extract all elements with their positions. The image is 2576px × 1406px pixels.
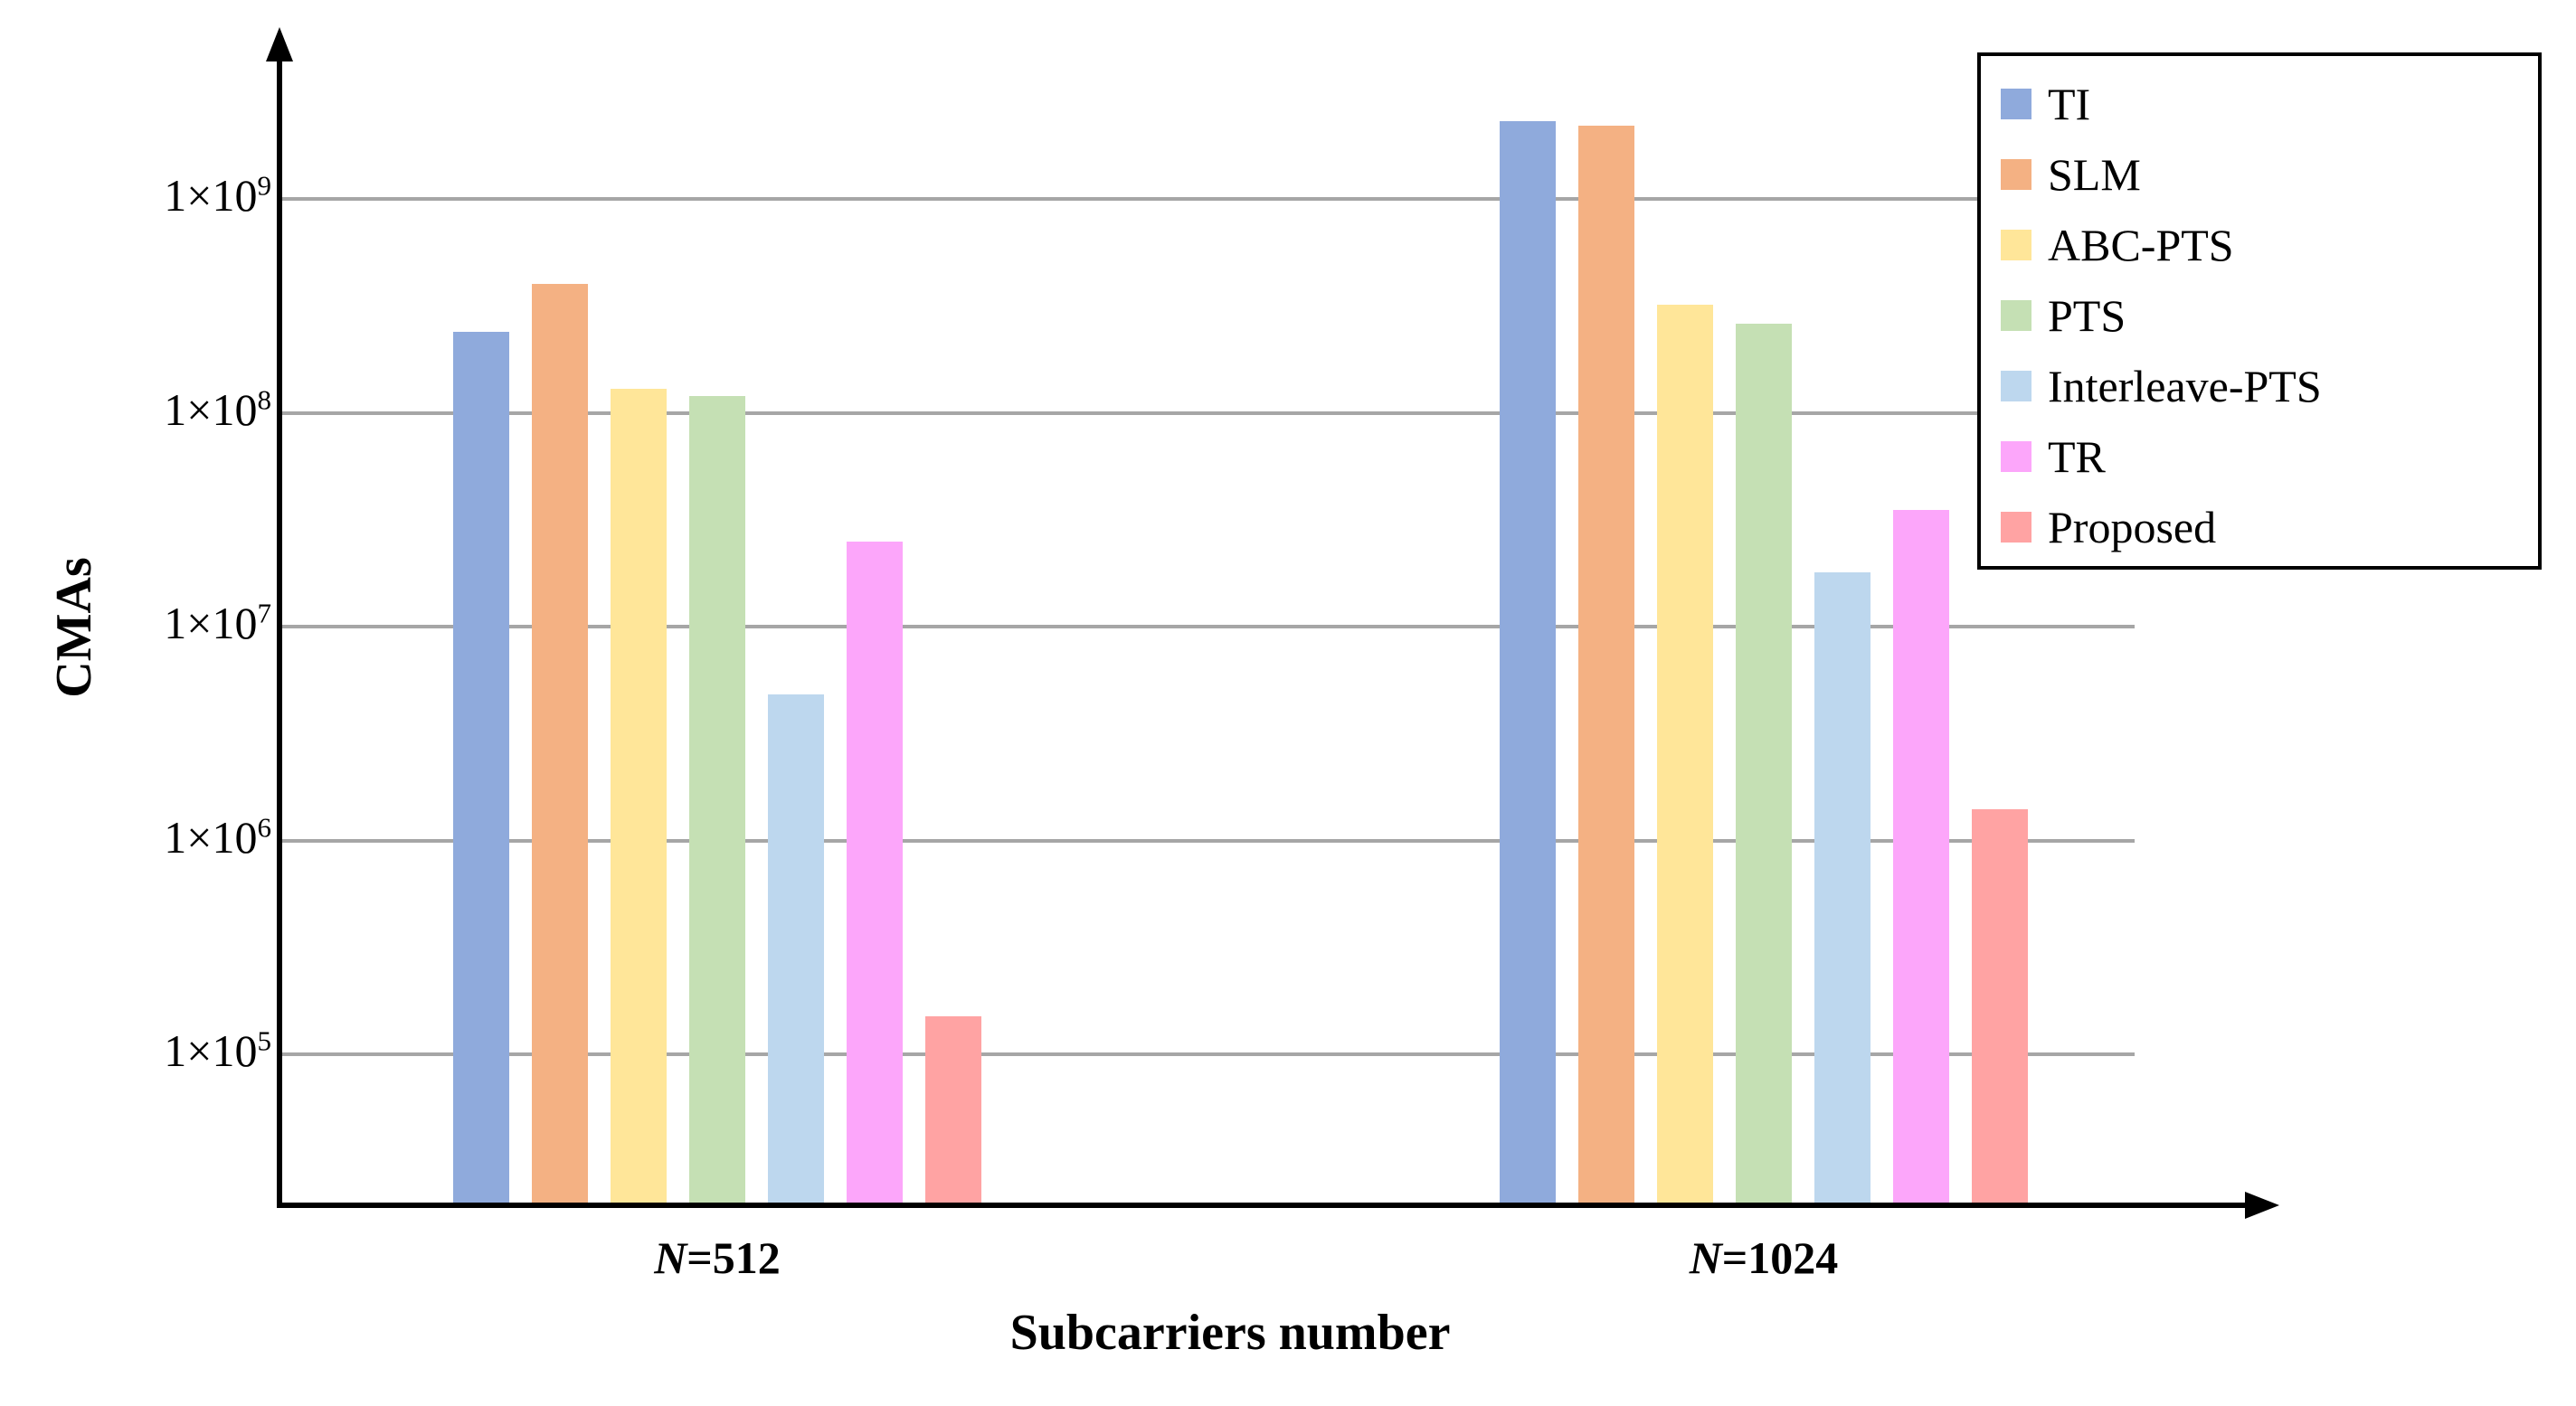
- legend-swatch-icon: [2001, 371, 2031, 401]
- legend-item-abc-pts: ABC-PTS: [2001, 210, 2538, 280]
- bar-pts-n1024: [1736, 324, 1792, 1203]
- bar-slm-n1024: [1578, 126, 1634, 1203]
- legend-item-slm: SLM: [2001, 139, 2538, 210]
- bar-tr-n1024: [1893, 510, 1949, 1203]
- bar-abc-pts-n1024: [1657, 305, 1713, 1203]
- legend-item-interleave-pts: Interleave-PTS: [2001, 351, 2538, 421]
- bar-proposed-n1024: [1972, 809, 2028, 1203]
- legend-rows: TI SLM ABC-PTS PTS Interleave-PTS TR Proposed: [2001, 69, 2538, 562]
- legend-item-ti: TI: [2001, 69, 2538, 139]
- legend-swatch-icon: [2001, 89, 2031, 119]
- legend-swatch-icon: [2001, 159, 2031, 190]
- legend-label: TR: [2048, 431, 2106, 482]
- x-axis-title: Subcarriers number: [1009, 1305, 1451, 1361]
- bar-proposed-n512: [925, 1016, 981, 1203]
- y-tick-label-1e6: 1×106: [164, 810, 271, 863]
- legend-item-proposed: Proposed: [2001, 492, 2538, 562]
- legend-label: PTS: [2048, 290, 2126, 341]
- x-axis-arrow-icon: [2245, 1192, 2279, 1219]
- legend-swatch-icon: [2001, 441, 2031, 472]
- legend-swatch-icon: [2001, 230, 2031, 260]
- y-axis-line: [277, 56, 282, 1208]
- legend-item-tr: TR: [2001, 421, 2538, 492]
- gridline-1e7: [281, 625, 2135, 628]
- y-tick-label-1e9: 1×109: [164, 169, 271, 221]
- y-tick-label-1e7: 1×107: [164, 597, 271, 648]
- y-axis-arrow-icon: [266, 27, 293, 61]
- bar-ti-n512: [453, 332, 509, 1203]
- legend-label: ABC-PTS: [2048, 220, 2234, 270]
- bar-interleave-pts-n512: [768, 694, 824, 1203]
- bar-slm-n512: [532, 284, 588, 1203]
- legend-box: TI SLM ABC-PTS PTS Interleave-PTS TR Proposed: [1977, 52, 2542, 570]
- x-axis-line: [277, 1203, 2249, 1208]
- bar-abc-pts-n512: [611, 389, 667, 1203]
- gridline-1e8: [281, 410, 2135, 415]
- bar-pts-n512: [689, 396, 745, 1203]
- y-tick-label-1e5: 1×105: [164, 1024, 271, 1076]
- legend-label: Proposed: [2048, 502, 2217, 552]
- legend-item-pts: PTS: [2001, 280, 2538, 351]
- legend-swatch-icon: [2001, 300, 2031, 331]
- legend-label: TI: [2048, 79, 2091, 129]
- category-label-512: N=512: [654, 1232, 781, 1283]
- bar-interleave-pts-n1024: [1814, 572, 1870, 1203]
- gridline-1e9: [281, 197, 2135, 201]
- gridline-1e6: [281, 838, 2135, 843]
- gridline-1e5: [281, 1052, 2135, 1056]
- legend-swatch-icon: [2001, 512, 2031, 543]
- legend-label: Interleave-PTS: [2048, 361, 2322, 411]
- y-tick-label-1e8: 1×108: [164, 382, 271, 435]
- bar-tr-n512: [847, 542, 903, 1203]
- bar-ti-n1024: [1500, 121, 1556, 1203]
- category-label-1024: N=1024: [1689, 1232, 1839, 1283]
- legend-label: SLM: [2048, 149, 2141, 200]
